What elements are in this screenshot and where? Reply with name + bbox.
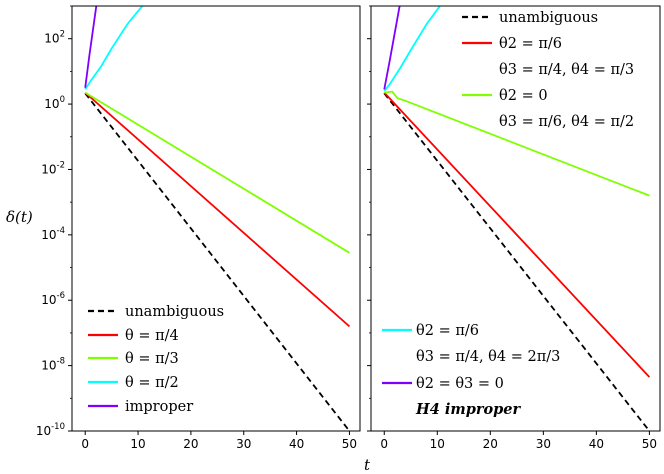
legend-label: unambiguous: [125, 304, 224, 320]
legend-label: θ = π/2: [125, 375, 179, 391]
series-line: [84, 92, 351, 431]
x-tick-label: 0: [380, 437, 388, 451]
x-tick-label: 50: [642, 437, 657, 451]
x-tick-label: 30: [236, 437, 251, 451]
y-tick-label: 10-10: [36, 422, 65, 438]
legend-label: θ2 = θ3 = 0: [416, 376, 504, 392]
x-tick-label: 30: [536, 437, 551, 451]
y-tick-label: 102: [44, 30, 65, 46]
legend-right-top: unambiguous θ2 = π/6 θ3 = π/4, θ4 = π/3 θ2 …: [462, 10, 634, 130]
legend-label-line2: H4 improper: [415, 401, 522, 418]
legend-left: unambiguous θ = π/4 θ = π/3 θ = π/2 improper: [88, 304, 224, 415]
series-line: [84, 91, 350, 254]
x-tick-label: 10: [130, 437, 145, 451]
legend-label: θ = π/3: [125, 351, 179, 367]
plot-frame: [71, 5, 361, 432]
series-line: [383, 92, 651, 431]
series-line: [84, 6, 143, 90]
legend-label-line2: θ3 = π/4, θ4 = 2π/3: [416, 349, 560, 365]
y-tick-label: 10-2: [41, 160, 65, 176]
y-tick-label: 10-8: [41, 357, 65, 373]
legend-label: θ2 = π/6: [416, 323, 479, 339]
x-tick-label: 50: [342, 437, 357, 451]
x-tick-label: 20: [483, 437, 498, 451]
legend-label: unambiguous: [499, 10, 598, 26]
series-line: [383, 92, 651, 378]
legend-label: θ = π/4: [125, 328, 179, 344]
x-tick-label: 40: [589, 437, 604, 451]
x-axis-label: t: [364, 456, 371, 474]
y-tick-label: 10-4: [41, 226, 65, 242]
legend-label: θ2 = 0: [499, 88, 548, 104]
y-tick-label: 100: [44, 95, 65, 111]
x-tick-label: 20: [183, 437, 198, 451]
x-tick-label: 10: [430, 437, 445, 451]
y-tick-label: 10-6: [41, 291, 65, 307]
left-panel: 0 10 20 30 40 50 10-10 10-8 10-6 10-4 10-2 100 102: [36, 5, 361, 451]
series-line: [384, 90, 650, 197]
series-line: [383, 6, 441, 92]
legend-label: improper: [125, 399, 193, 415]
series-line: [84, 6, 98, 88]
legend-label: θ2 = π/6: [499, 36, 562, 52]
plot-frame: [370, 5, 661, 432]
right-panel: 0 10 20 30 40 50: [367, 5, 661, 451]
y-axis-label: δ(t): [6, 208, 33, 226]
series-line: [383, 6, 401, 90]
x-tick-label: 40: [289, 437, 304, 451]
series-line: [84, 91, 351, 328]
legend-label-line2: θ3 = π/4, θ4 = π/3: [499, 62, 634, 78]
legend-label-line2: θ3 = π/6, θ4 = π/2: [499, 114, 634, 130]
legend-right-bottom: θ2 = π/6 θ3 = π/4, θ4 = 2π/3 θ2 = θ3 = 0 H4…: [382, 323, 560, 418]
x-tick-label: 0: [81, 437, 89, 451]
